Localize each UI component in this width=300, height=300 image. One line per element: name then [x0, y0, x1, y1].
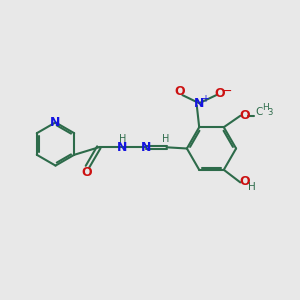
Text: O: O [174, 85, 185, 98]
Text: N: N [194, 97, 204, 110]
Text: −: − [221, 85, 232, 98]
Text: O: O [214, 87, 225, 100]
Text: O: O [81, 166, 92, 179]
Text: H: H [118, 134, 126, 145]
Text: 3: 3 [267, 108, 272, 117]
Text: N: N [50, 116, 61, 129]
Text: N: N [117, 141, 128, 154]
Text: O: O [239, 109, 250, 122]
Text: C: C [256, 106, 263, 117]
Text: O: O [239, 175, 250, 188]
Text: H: H [262, 103, 269, 112]
Text: +: + [202, 94, 209, 104]
Text: H: H [162, 134, 170, 145]
Text: N: N [140, 141, 151, 154]
Text: H: H [248, 182, 256, 192]
